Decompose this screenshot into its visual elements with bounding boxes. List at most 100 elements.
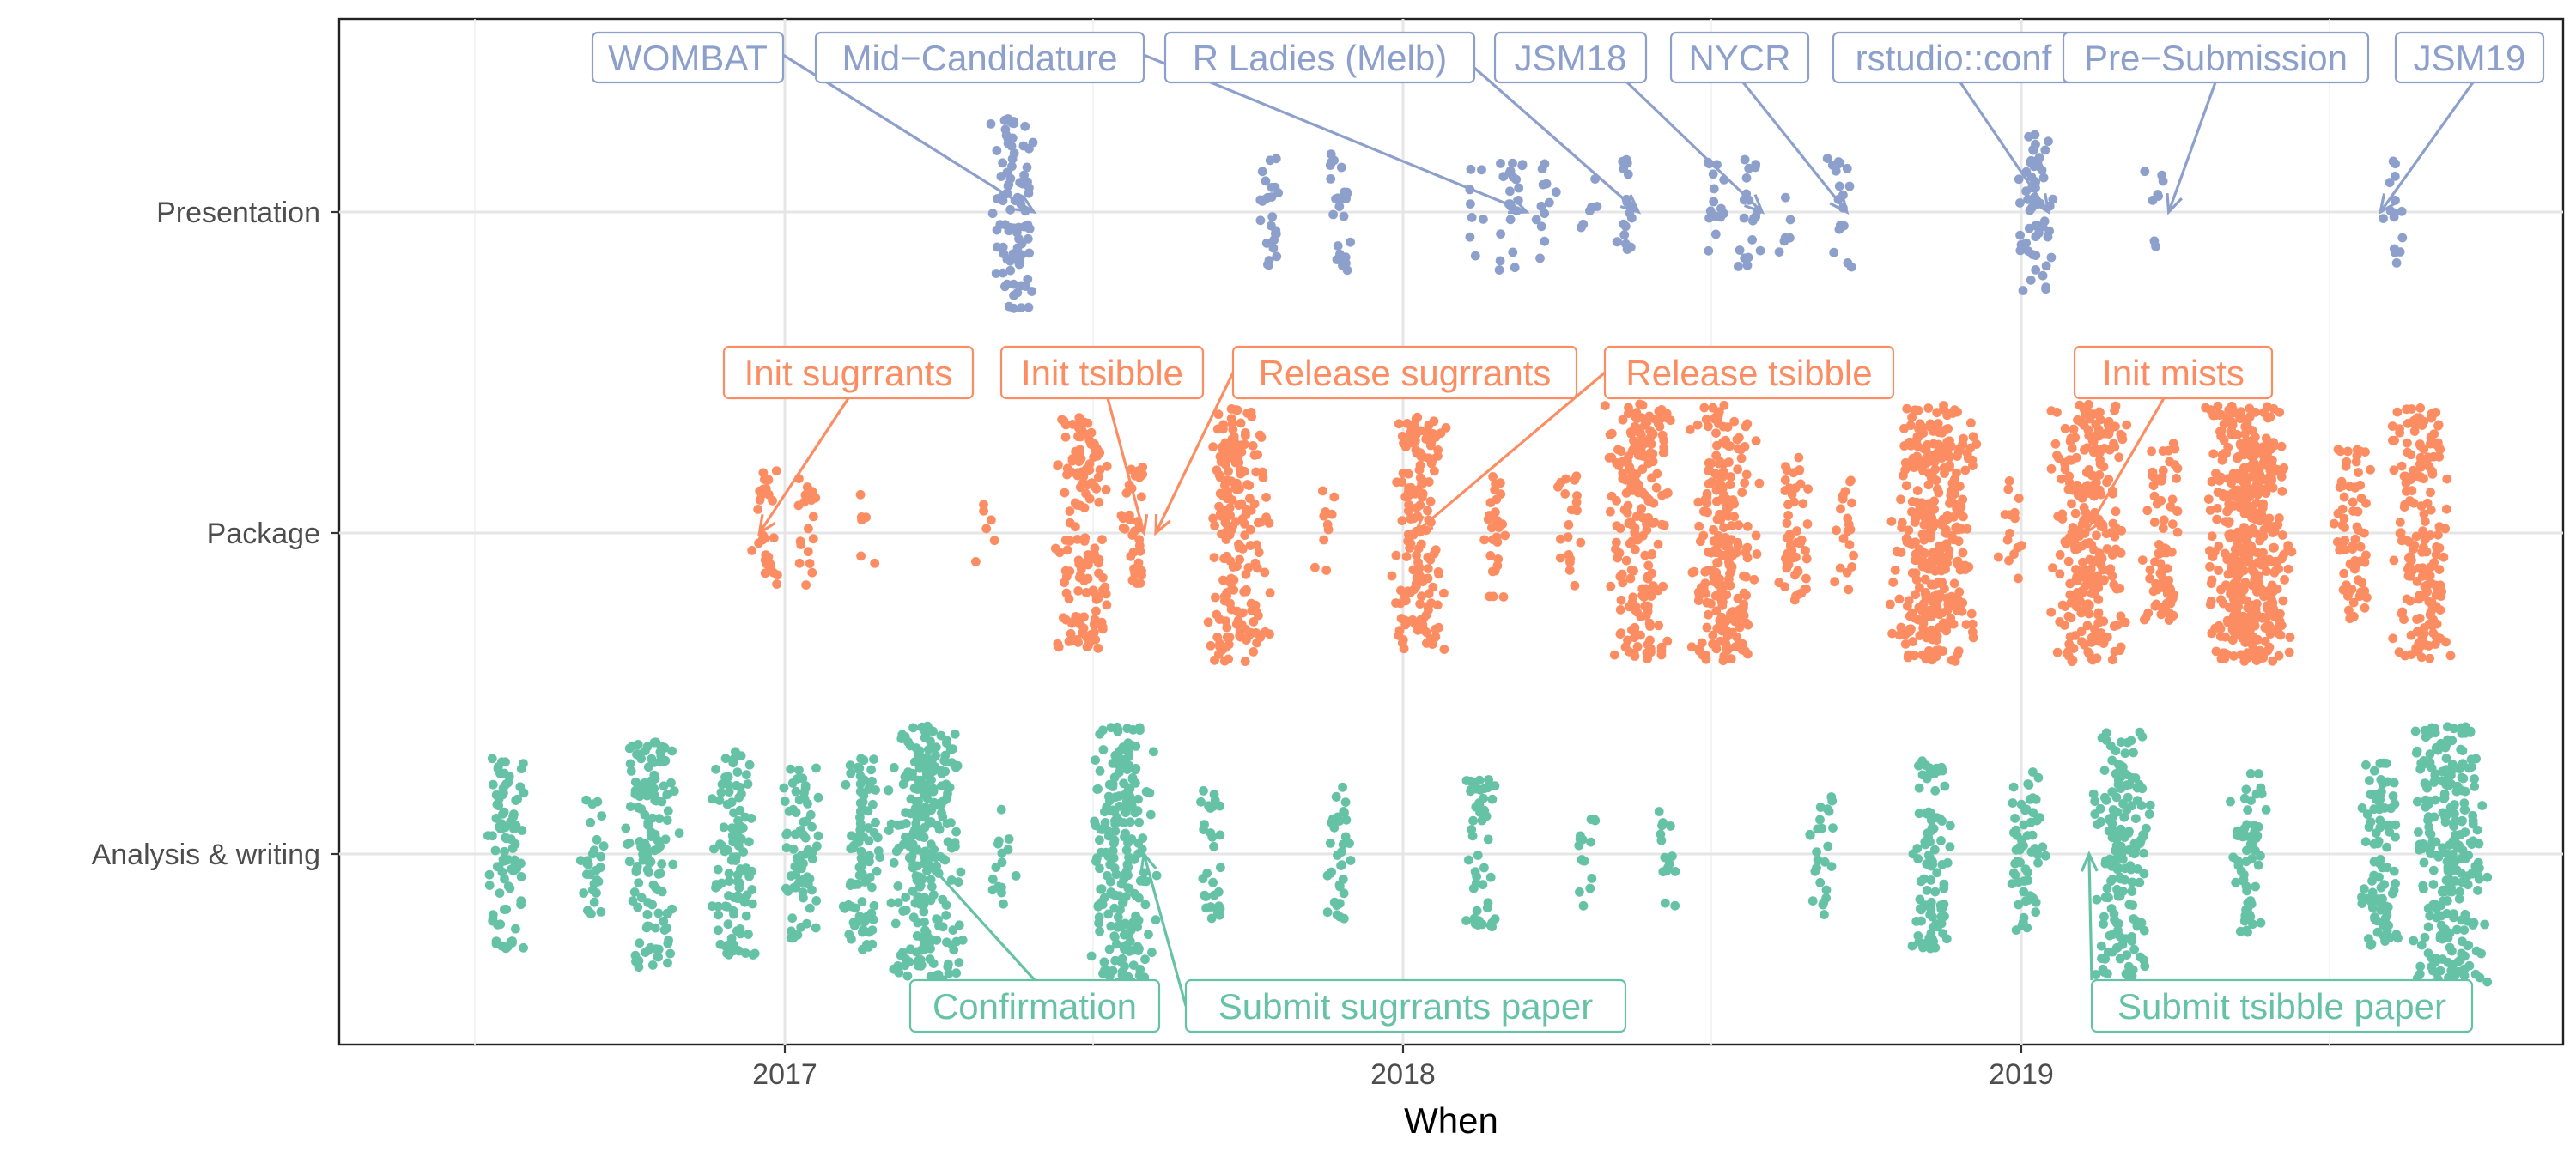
data-point — [1943, 600, 1953, 609]
annotation: Init mists — [2073, 345, 2274, 536]
data-point — [1741, 469, 1752, 480]
data-point — [2375, 815, 2385, 826]
data-point — [1564, 566, 1575, 575]
data-point — [1406, 514, 1416, 524]
data-point — [628, 896, 638, 906]
data-point — [1203, 617, 1213, 627]
data-point — [1612, 237, 1622, 247]
data-point — [2063, 649, 2073, 659]
data-point — [1426, 458, 1437, 469]
data-point — [1212, 424, 1223, 434]
data-point — [2257, 503, 2268, 512]
data-point — [808, 512, 818, 522]
data-point — [1915, 631, 1925, 640]
data-point — [1102, 461, 1112, 471]
data-point — [866, 765, 876, 775]
data-point — [1733, 464, 1742, 475]
data-point — [1563, 532, 1573, 542]
data-point — [1431, 632, 1441, 642]
data-point — [2241, 784, 2251, 795]
annotation-arrow-line — [2084, 397, 2166, 534]
annotation-label: WOMBAT — [608, 38, 768, 78]
data-point — [2473, 886, 2482, 895]
data-point — [1708, 630, 1718, 640]
data-point — [1243, 563, 1254, 572]
data-point — [1734, 262, 1743, 271]
data-point — [1328, 209, 1338, 220]
data-point — [870, 558, 880, 568]
annotation: JSM18 — [1493, 31, 1765, 215]
data-point — [971, 557, 981, 566]
data-point — [2427, 466, 2437, 476]
data-point — [942, 937, 951, 948]
data-point — [1396, 585, 1406, 596]
data-point — [1967, 455, 1978, 465]
data-point — [2081, 507, 2091, 518]
data-point — [855, 812, 865, 822]
data-point — [2245, 769, 2256, 778]
data-point — [1635, 438, 1645, 447]
data-point — [2028, 767, 2038, 777]
data-point — [2439, 552, 2449, 562]
data-point — [1224, 530, 1235, 540]
data-point — [1741, 618, 1752, 628]
data-point — [511, 924, 520, 934]
data-point — [792, 853, 802, 863]
data-point — [2467, 869, 2477, 878]
data-point — [2399, 535, 2409, 545]
data-point — [2070, 508, 2081, 518]
data-point — [981, 524, 992, 534]
data-point — [654, 814, 665, 824]
data-point — [2048, 563, 2057, 573]
data-point — [1842, 163, 1852, 173]
data-point — [2467, 762, 2476, 772]
data-point — [2156, 495, 2166, 506]
data-point — [2220, 653, 2230, 663]
data-point — [1004, 834, 1014, 844]
data-point — [875, 852, 885, 863]
data-point — [2129, 914, 2139, 924]
data-point — [1787, 546, 1797, 555]
data-point — [2127, 971, 2137, 981]
data-point — [723, 772, 733, 782]
data-point — [2350, 482, 2360, 492]
data-point — [2069, 538, 2080, 548]
data-point — [2239, 508, 2250, 518]
data-point — [1709, 184, 1719, 194]
data-point — [2207, 531, 2217, 542]
data-point — [1017, 250, 1026, 260]
data-point — [987, 209, 998, 219]
data-point — [2239, 793, 2250, 803]
data-point — [1407, 615, 1418, 625]
data-point — [1483, 834, 1493, 845]
data-point — [2263, 520, 2273, 530]
data-point — [1704, 609, 1713, 620]
data-point — [2480, 919, 2490, 930]
data-point — [1116, 511, 1127, 520]
annotation-label-box — [591, 31, 785, 84]
data-point — [651, 737, 661, 748]
data-point — [1719, 523, 1728, 532]
data-point — [2028, 893, 2038, 903]
data-point — [1917, 606, 1927, 615]
data-point — [989, 536, 999, 546]
data-point — [740, 812, 750, 822]
data-point — [2482, 872, 2493, 882]
data-point — [1200, 892, 1211, 901]
data-point — [2442, 909, 2452, 918]
data-point — [1949, 578, 1959, 589]
data-point — [1686, 642, 1697, 652]
data-point — [748, 950, 758, 960]
data-point — [1719, 651, 1729, 661]
data-point — [630, 785, 641, 796]
data-point — [2423, 922, 2433, 932]
data-point — [2245, 412, 2255, 421]
data-point — [793, 878, 804, 888]
data-point — [788, 845, 799, 854]
data-point — [786, 764, 796, 774]
data-point — [942, 736, 951, 746]
data-point — [953, 877, 963, 887]
data-point — [1617, 569, 1627, 579]
annotation-arrowhead — [2166, 192, 2184, 215]
data-point — [509, 824, 519, 834]
